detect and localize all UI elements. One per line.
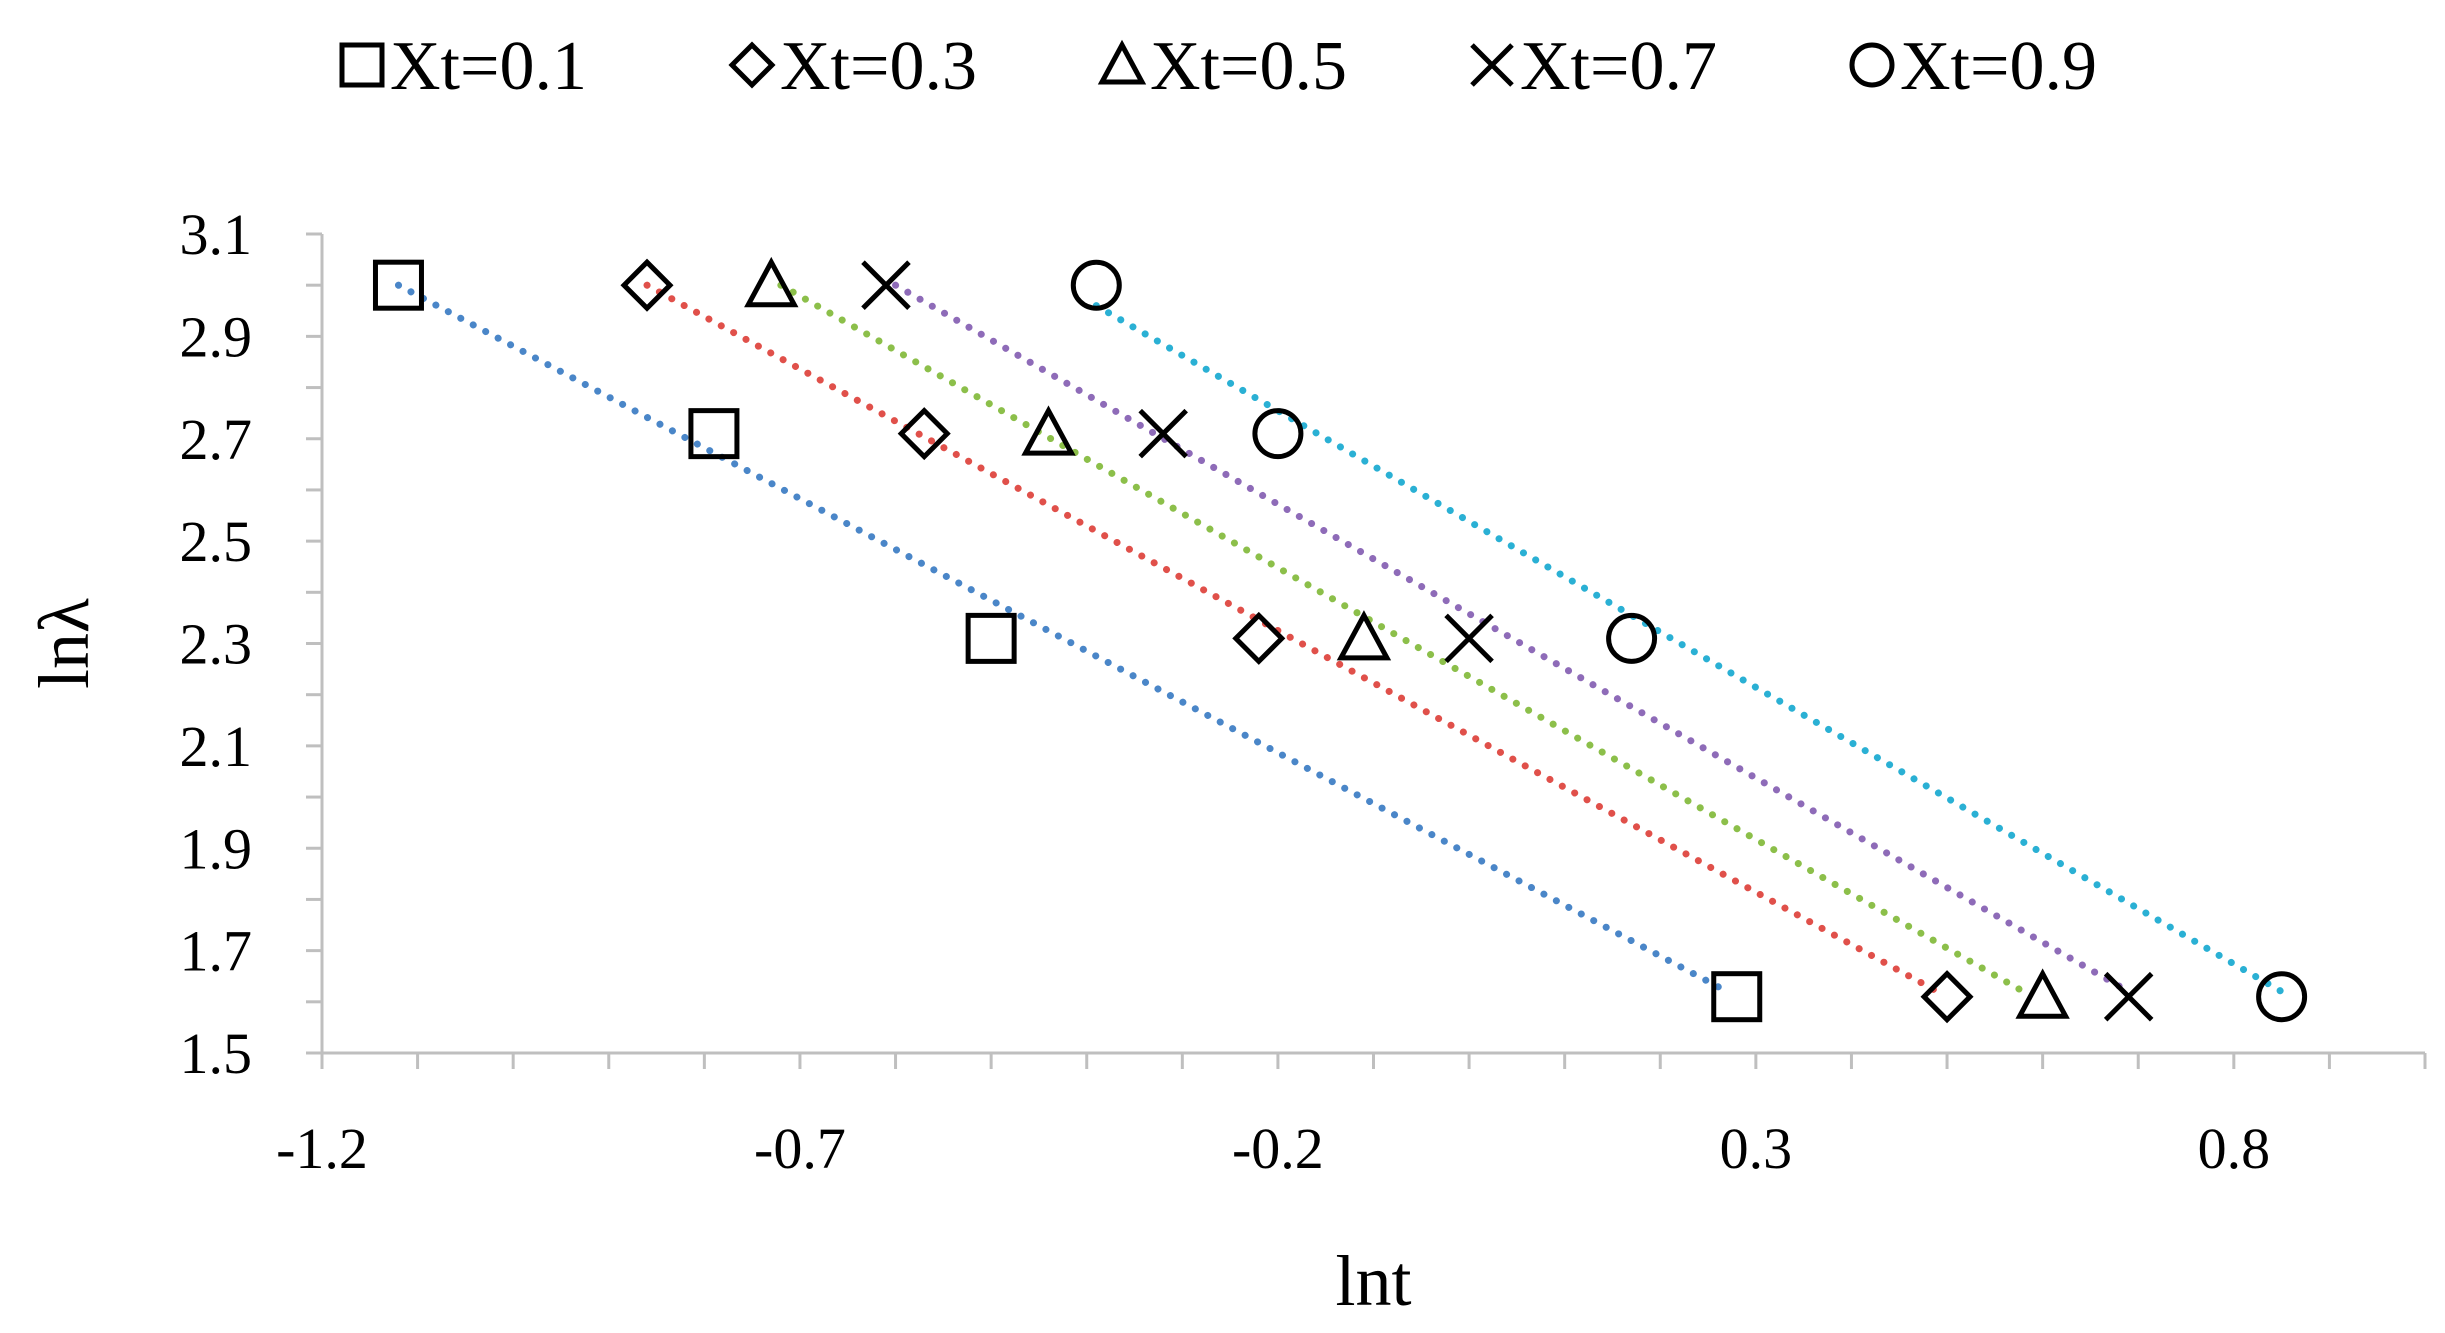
y-axis-title: lnλ <box>24 598 104 689</box>
legend-label: Xt=0.3 <box>780 28 977 105</box>
data-point <box>897 407 951 461</box>
y-tick-label: 2.7 <box>180 407 253 472</box>
data-point <box>1444 613 1494 664</box>
y-ticks: 1.5 1.7 1.9 2.1 2.3 2.5 2.7 2.9 3.1 <box>180 202 322 1086</box>
data-point <box>861 260 911 310</box>
x-ticks: -1.2 -0.7 -0.2 0.3 0.8 <box>276 1053 2427 1181</box>
data-point <box>2015 968 2070 1019</box>
data-point <box>620 258 674 312</box>
x-tick-label: 0.8 <box>2198 1116 2271 1181</box>
legend-marker-diamond <box>728 41 776 89</box>
trendline-4 <box>892 281 2133 996</box>
legend-label: Xt=0.9 <box>1900 28 2097 105</box>
data-point <box>688 408 740 460</box>
y-tick-label: 2.3 <box>180 612 253 677</box>
legend-label: Xt=0.1 <box>390 28 587 105</box>
data-point <box>2256 971 2308 1023</box>
data-point <box>2103 971 2154 1022</box>
data-point <box>372 259 424 311</box>
x-tick-label: -1.2 <box>276 1116 368 1181</box>
legend-marker-x <box>1470 43 1514 87</box>
legend: Xt=0.1 Xt=0.3 Xt=0.5 Xt=0.7 Xt=0.9 <box>339 28 2097 105</box>
data-point <box>744 256 799 308</box>
trendline-3 <box>777 281 2028 996</box>
data-point <box>1920 970 1974 1024</box>
trendline-1 <box>394 281 1731 996</box>
data-point <box>1336 610 1392 661</box>
data-point <box>1606 612 1658 664</box>
legend-marker-circle <box>1849 42 1895 88</box>
y-tick-label: 3.1 <box>180 202 253 267</box>
trendlines <box>394 281 2286 996</box>
x-axis-title: lnt <box>1335 1241 1411 1321</box>
trendline-2 <box>643 281 1941 996</box>
data-point <box>1021 405 1076 456</box>
data-point <box>1252 408 1304 460</box>
y-tick-label: 2.1 <box>180 714 253 779</box>
legend-label: Xt=0.7 <box>1520 28 1717 105</box>
data-point <box>1070 259 1122 311</box>
data-point <box>965 612 1017 664</box>
markers <box>372 256 2308 1024</box>
data-point <box>1138 408 1188 459</box>
y-tick-label: 1.9 <box>180 816 253 881</box>
data-point <box>1232 611 1286 665</box>
legend-label: Xt=0.5 <box>1150 28 1347 105</box>
y-tick-label: 1.5 <box>180 1021 253 1086</box>
y-tick-label: 2.9 <box>180 304 253 369</box>
x-tick-label: 0.3 <box>1720 1116 1793 1181</box>
axes: -1.2 -0.7 -0.2 0.3 0.8 1.5 1.7 1.9 2.1 2.3 2.5 2.7… <box>180 202 2427 1181</box>
legend-marker-triangle <box>1097 39 1147 85</box>
data-point <box>1711 971 1763 1023</box>
y-tick-label: 2.5 <box>180 509 253 574</box>
x-tick-label: -0.7 <box>754 1116 846 1181</box>
x-tick-label: -0.2 <box>1232 1116 1324 1181</box>
legend-marker-square <box>339 42 385 88</box>
y-tick-label: 1.7 <box>180 919 253 984</box>
